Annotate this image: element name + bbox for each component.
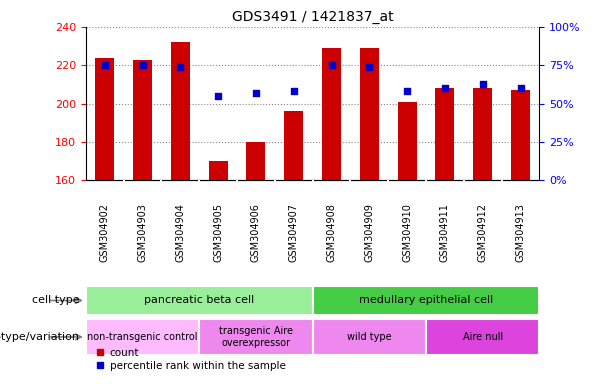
Bar (86, 286, 313, 315)
Text: GSM304909: GSM304909 (364, 203, 375, 262)
Text: GSM304913: GSM304913 (516, 203, 525, 262)
Bar (199, 319, 313, 355)
Bar (322, 48, 341, 180)
Bar (313, 319, 426, 355)
Text: GSM304910: GSM304910 (402, 203, 412, 262)
Point (213, 93, 223, 99)
Bar (511, 90, 530, 180)
Title: GDS3491 / 1421837_at: GDS3491 / 1421837_at (232, 10, 394, 25)
Point (137, 62, 148, 68)
Text: GSM304906: GSM304906 (251, 203, 261, 262)
Text: medullary epithelial cell: medullary epithelial cell (359, 295, 493, 306)
Bar (246, 142, 265, 180)
Point (478, 81, 488, 87)
Text: pancreatic beta cell: pancreatic beta cell (144, 295, 254, 306)
Bar (473, 88, 492, 180)
Text: GSM304912: GSM304912 (478, 203, 488, 262)
Point (440, 85, 450, 91)
Bar (95, 58, 114, 180)
Text: transgenic Aire
overexpressor: transgenic Aire overexpressor (219, 326, 293, 348)
Bar (360, 48, 379, 180)
Bar (398, 102, 417, 180)
Point (289, 88, 299, 94)
Bar (426, 319, 539, 355)
Text: GSM304904: GSM304904 (175, 203, 185, 262)
Bar (86, 319, 199, 355)
Point (516, 85, 525, 91)
Point (175, 64, 185, 70)
Text: GSM304911: GSM304911 (440, 203, 450, 262)
Bar (435, 88, 454, 180)
Point (251, 90, 261, 96)
Text: GSM304907: GSM304907 (289, 203, 299, 262)
Text: non-transgenic control: non-transgenic control (87, 332, 198, 342)
Text: GSM304903: GSM304903 (137, 203, 148, 262)
Text: Aire null: Aire null (463, 332, 503, 342)
Text: wild type: wild type (347, 332, 392, 342)
Point (100, 62, 110, 68)
Text: GSM304905: GSM304905 (213, 203, 223, 262)
Bar (133, 60, 152, 180)
Bar (313, 286, 539, 315)
Legend: count, percentile rank within the sample: count, percentile rank within the sample (91, 344, 290, 375)
Text: cell type: cell type (32, 295, 80, 306)
Bar (171, 42, 190, 180)
Point (327, 62, 337, 68)
Bar (284, 111, 303, 180)
Point (364, 64, 374, 70)
Bar (208, 161, 227, 180)
Point (402, 88, 412, 94)
Text: GSM304902: GSM304902 (100, 203, 110, 262)
Text: genotype/variation: genotype/variation (0, 332, 80, 342)
Text: GSM304908: GSM304908 (327, 203, 337, 262)
